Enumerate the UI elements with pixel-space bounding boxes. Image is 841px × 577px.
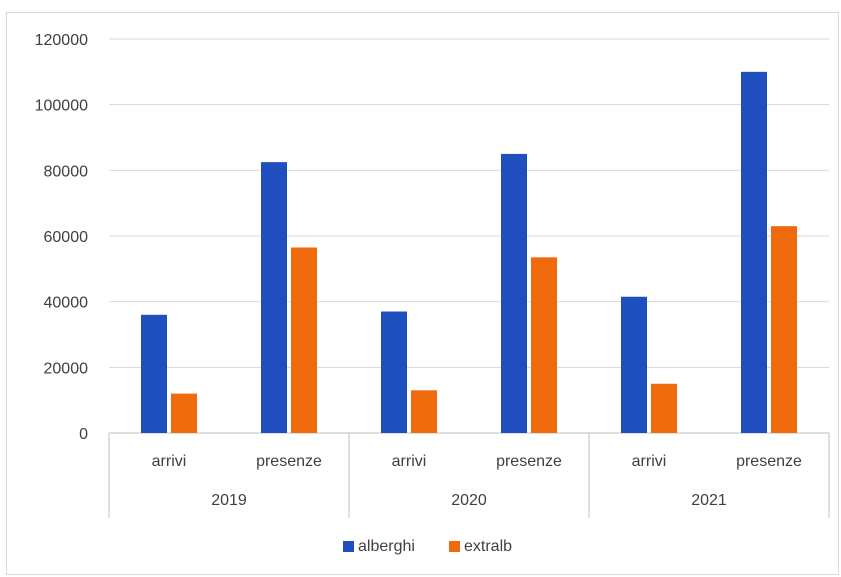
legend-label: extralb <box>464 538 512 555</box>
y-tick-label: 40000 <box>44 295 89 312</box>
legend-swatch-alberghi <box>343 541 354 552</box>
y-tick-label: 100000 <box>35 98 88 115</box>
y-tick-label: 120000 <box>35 32 88 49</box>
category-label: arrivi <box>632 453 667 470</box>
bar-alberghi <box>141 314 167 433</box>
category-label: presenze <box>736 453 802 470</box>
y-tick-label: 0 <box>79 426 88 443</box>
bar-extralb <box>771 226 797 433</box>
bar-alberghi <box>621 296 647 433</box>
group-label: 2021 <box>691 492 727 509</box>
category-label: arrivi <box>152 453 187 470</box>
group-label: 2020 <box>451 492 487 509</box>
bar-extralb <box>411 390 437 433</box>
bar-alberghi <box>381 311 407 433</box>
category-label: presenze <box>256 453 322 470</box>
group-label: 2019 <box>211 492 247 509</box>
bar-extralb <box>531 257 557 433</box>
bar-extralb <box>171 393 197 433</box>
legend-label: alberghi <box>358 538 415 555</box>
y-tick-label: 20000 <box>44 360 89 377</box>
bar-alberghi <box>741 71 767 433</box>
bar-alberghi <box>261 162 287 433</box>
bar-extralb <box>651 383 677 433</box>
category-label: presenze <box>496 453 562 470</box>
bar-extralb <box>291 247 317 433</box>
y-tick-label: 80000 <box>44 163 89 180</box>
chart-frame <box>6 12 839 575</box>
legend-swatch-extralb <box>449 541 460 552</box>
category-label: arrivi <box>392 453 427 470</box>
bar-alberghi <box>501 153 527 433</box>
y-tick-label: 60000 <box>44 229 89 246</box>
